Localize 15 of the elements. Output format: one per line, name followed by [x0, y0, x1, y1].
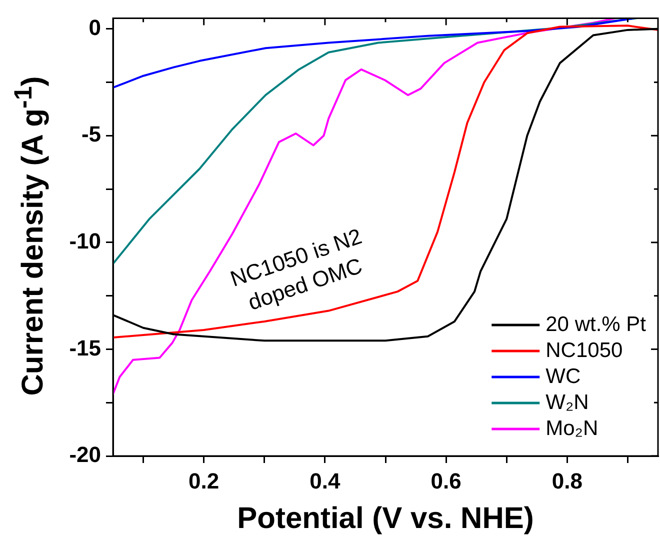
legend-label: NC1050: [546, 338, 623, 362]
x-tick-label: 0.2: [188, 468, 220, 494]
x-tick-label: 0.4: [310, 468, 341, 494]
y-tick-label: -5: [81, 122, 101, 147]
x-axis-title: Potential (V vs. NHE): [236, 502, 535, 536]
legend-label: WC: [546, 364, 581, 388]
legend-label: W₂N: [546, 390, 589, 414]
y-tick-label: -20: [69, 442, 101, 468]
legend-label: Mo₂N: [546, 416, 598, 440]
y-tick-label: -10: [69, 228, 101, 254]
y-tick-label: 0: [88, 14, 101, 40]
y-tick-label: -15: [69, 335, 101, 360]
legend-label: 20 wt.% Pt: [546, 312, 646, 336]
x-tick-label: 0.6: [430, 468, 462, 494]
x-tick-label: 0.8: [552, 468, 582, 494]
